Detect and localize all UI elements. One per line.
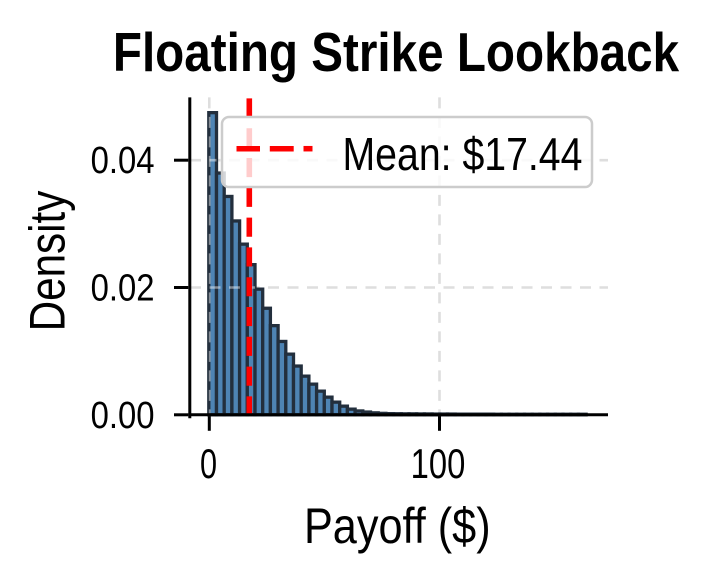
svg-text:0: 0 (200, 440, 217, 487)
svg-text:0.02: 0.02 (91, 266, 155, 309)
svg-text:Density: Density (19, 190, 75, 332)
svg-text:0.04: 0.04 (91, 139, 155, 182)
svg-text:Payoff ($): Payoff ($) (304, 498, 491, 554)
svg-text:Floating Strike Lookback: Floating Strike Lookback (113, 21, 680, 83)
svg-text:0.00: 0.00 (91, 394, 155, 437)
svg-text:Mean: $17.44: Mean: $17.44 (343, 129, 583, 181)
svg-text:100: 100 (411, 440, 466, 487)
